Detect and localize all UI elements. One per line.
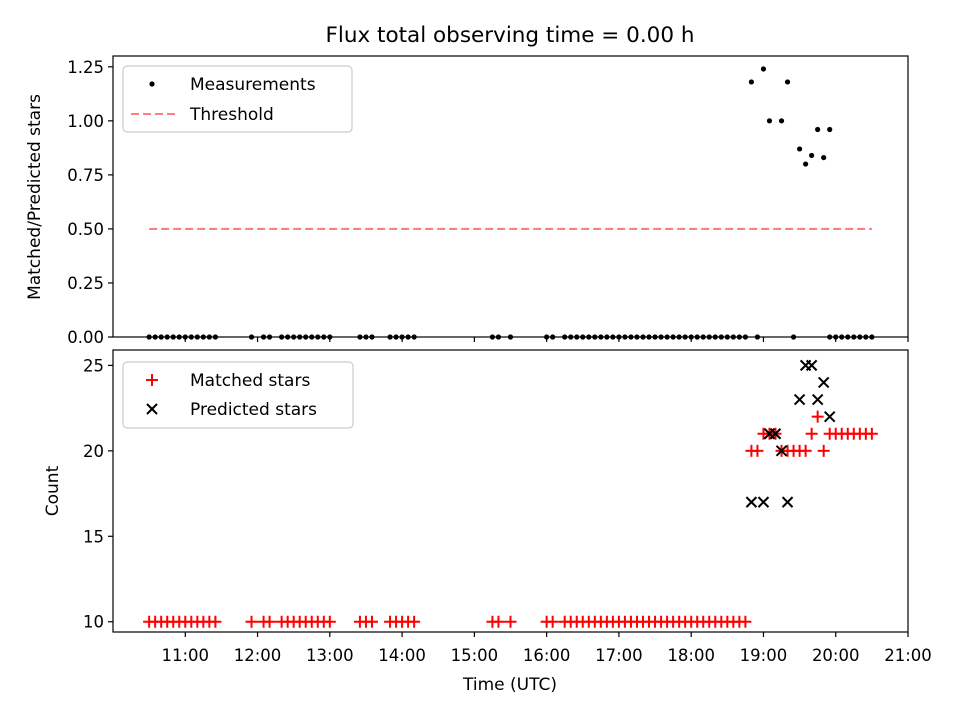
top-y-tick-label: 1.00	[67, 112, 104, 131]
top-y-tick-label: 0.50	[67, 220, 104, 239]
matched-star-point	[751, 444, 764, 457]
predicted-star-point	[805, 359, 818, 372]
legend-measurements-marker	[149, 81, 155, 87]
bottom-plot-frame	[112, 349, 909, 633]
bottom-y-tick-label: 20	[83, 442, 104, 461]
bottom-x-axis-label: Time (UTC)	[462, 675, 557, 695]
matched-star-point	[805, 427, 818, 440]
measurement-point	[803, 161, 809, 167]
bottom-marks	[143, 359, 878, 628]
matched-star-point	[323, 615, 336, 628]
bottom-x-axis: 11:00 12:00 13:00 14:00 15:00 16:00 17:00 18:00…	[161, 632, 932, 665]
measurement-point	[778, 118, 785, 124]
bottom-y-tick-label: 10	[83, 613, 104, 632]
measurement-point	[748, 79, 755, 85]
legend-matched-label: Matched stars	[190, 371, 310, 391]
bottom-y-tick-label: 15	[83, 527, 104, 546]
bottom-legend-box	[122, 361, 354, 429]
top-legend: Measurements Threshold	[122, 65, 353, 133]
matched-star-point	[811, 410, 824, 423]
bottom-legend: Matched stars Predicted stars	[122, 361, 354, 429]
top-x-ticks	[184, 337, 909, 342]
top-y-tick-label: 0.00	[67, 328, 104, 347]
legend-measurements-label: Measurements	[190, 75, 316, 95]
matched-star-point	[263, 615, 276, 628]
top-legend-box	[122, 65, 353, 133]
top-plot-frame	[112, 55, 909, 338]
bottom-x-tick-label: 15:00	[451, 646, 499, 665]
predicted-star-point	[757, 496, 770, 508]
matched-star-point	[799, 444, 812, 457]
matched-star-point	[245, 615, 258, 628]
predicted-star-point	[769, 428, 782, 440]
predicted-star-point	[823, 410, 836, 423]
matched-star-point	[865, 427, 878, 440]
matched-star-point	[817, 444, 830, 457]
legend-threshold-label: Threshold	[189, 105, 274, 125]
bottom-x-tick-label: 18:00	[667, 646, 715, 665]
measurement-point	[760, 66, 767, 72]
predicted-star-point	[817, 376, 830, 389]
bottom-y-tick-label: 25	[83, 356, 104, 375]
bottom-y-axis: 10 15 20 25	[83, 356, 113, 632]
legend-matched-marker	[146, 374, 158, 386]
measurement-point	[796, 146, 803, 152]
figure-title: Flux total observing time = 0.00 h	[326, 23, 695, 48]
bottom-x-tick-label: 11:00	[161, 646, 209, 665]
matched-star-point	[504, 615, 517, 628]
matched-star-point	[209, 615, 222, 628]
matched-star-point	[492, 615, 505, 628]
top-y-axis-label: Matched/Predicted stars	[25, 94, 45, 300]
measurement-point	[766, 118, 773, 124]
measurement-point	[827, 126, 833, 133]
predicted-star-point	[775, 445, 788, 457]
measurement-point	[809, 152, 815, 159]
bottom-x-tick-label: 20:00	[812, 646, 860, 665]
bottom-x-tick-label: 17:00	[595, 646, 643, 665]
bottom-y-axis-label: Count	[43, 465, 63, 516]
top-marks	[146, 66, 875, 340]
bottom-x-tick-label: 16:00	[523, 646, 571, 665]
bottom-x-tick-label: 12:00	[234, 646, 282, 665]
measurement-point	[821, 154, 827, 161]
measurement-point	[815, 126, 821, 133]
matched-star-point	[739, 615, 752, 628]
bottom-x-tick-label: 19:00	[740, 646, 788, 665]
legend-predicted-marker	[146, 403, 158, 415]
top-y-tick-label: 1.25	[67, 58, 104, 77]
measurement-point	[784, 79, 791, 85]
predicted-star-point	[811, 393, 824, 406]
top-y-tick-label: 0.75	[67, 166, 104, 185]
bottom-x-tick-label: 13:00	[306, 646, 354, 665]
predicted-star-point	[793, 393, 806, 406]
predicted-star-point	[781, 496, 794, 508]
top-y-axis: 0.00 0.25 0.50 0.75 1.00 1.25	[67, 58, 113, 347]
top-panel: 0.00 0.25 0.50 0.75 1.00 1.25 Matched/Predict…	[25, 55, 909, 347]
bottom-x-tick-label: 21:00	[884, 646, 932, 665]
matched-star-point	[546, 615, 559, 628]
top-y-tick-label: 0.25	[67, 274, 104, 293]
legend-predicted-label: Predicted stars	[190, 400, 317, 420]
predicted-star-point	[745, 496, 758, 508]
matched-star-point	[365, 615, 378, 628]
bottom-x-tick-label: 14:00	[378, 646, 426, 665]
matched-star-point	[408, 615, 421, 628]
